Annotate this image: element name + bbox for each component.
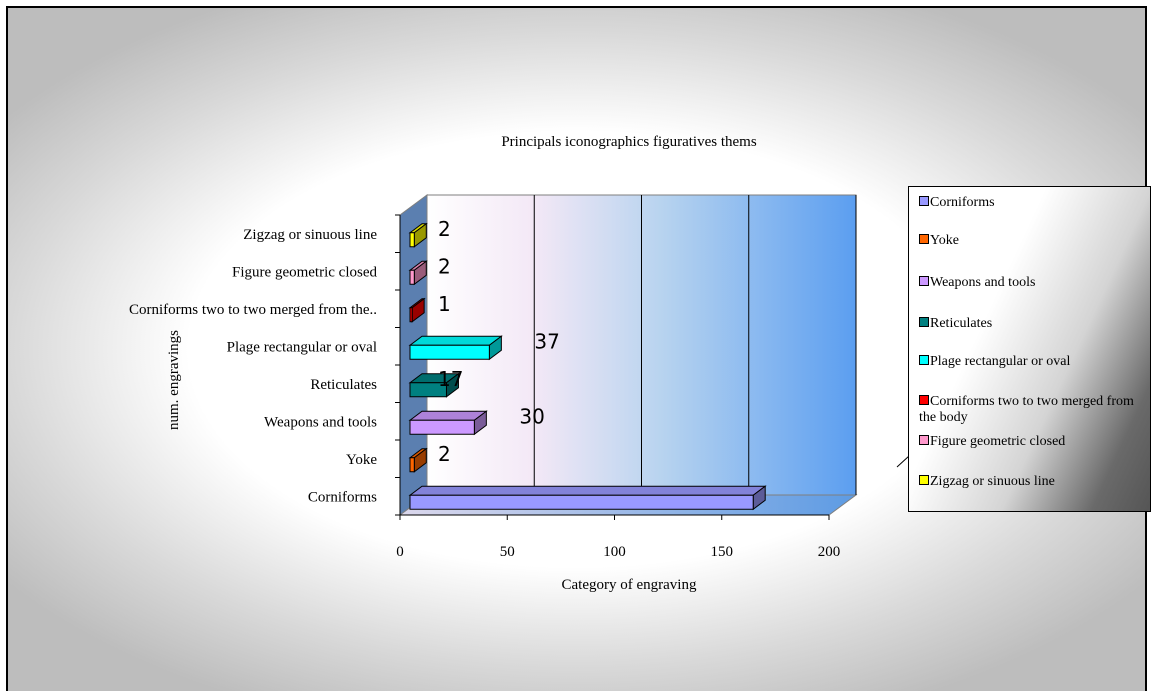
data-label: 2 (438, 442, 451, 466)
bar (409, 494, 754, 510)
legend-item: Reticulates (919, 316, 1147, 332)
legend-label: Zigzag or sinuous line (930, 474, 1055, 489)
legend-label: Plage rectangular or oval (930, 354, 1071, 369)
bar (409, 232, 415, 248)
bar (409, 419, 475, 435)
y-tick-label: Weapons and tools (264, 414, 377, 430)
x-tick-label: 150 (711, 544, 734, 560)
y-tick-label: Figure geometric closed (232, 264, 377, 280)
y-tick-label: Plage rectangular or oval (227, 339, 377, 355)
legend-swatch (919, 395, 929, 405)
bar (409, 269, 415, 285)
legend-swatch (919, 276, 929, 286)
legend-label: Yoke (930, 233, 959, 248)
data-label: 37 (534, 329, 559, 353)
legend: Corniforms Yoke Weapons and tools Reticulat… (908, 186, 1151, 512)
plot-area: 0 50 100 150 200 Corniforms Yoke 2 Weapons and t… (129, 194, 858, 560)
legend-label: Figure geometric closed (930, 434, 1066, 449)
x-axis-label: Category of engraving (562, 577, 697, 593)
x-tick-label: 200 (818, 544, 841, 560)
y-tick-label: Yoke (346, 452, 377, 468)
bar (409, 344, 490, 360)
legend-item: Plage rectangular or oval (919, 354, 1147, 370)
bar-top (408, 485, 767, 496)
legend-swatch (919, 355, 929, 365)
legend-label: Reticulates (930, 316, 993, 331)
legend-label: Weapons and tools (930, 275, 1036, 290)
bar (409, 382, 447, 398)
data-label: 2 (438, 254, 451, 278)
chart-title: Principals iconographics figuratives the… (501, 134, 757, 150)
legend-item: Zigzag or sinuous line (919, 474, 1147, 490)
leader-line (896, 455, 910, 468)
legend-item: Weapons and tools (919, 275, 1147, 291)
data-label: 30 (519, 404, 544, 428)
y-tick-label: Zigzag or sinuous line (243, 227, 377, 243)
x-tick-label: 0 (396, 544, 404, 560)
legend-label: Corniforms two to two merged from the bo… (919, 394, 1134, 425)
x-tick-label: 100 (603, 544, 626, 560)
legend-item: Yoke (919, 233, 1147, 249)
data-label: 17 (438, 367, 463, 391)
bar (409, 307, 413, 323)
legend-swatch (919, 234, 929, 244)
data-label: 1 (438, 292, 451, 316)
y-tick-label: Reticulates (310, 377, 377, 393)
x-tick-label: 50 (500, 544, 515, 560)
legend-item: Figure geometric closed (919, 434, 1147, 450)
legend-swatch (919, 475, 929, 485)
bar-top (408, 410, 488, 421)
legend-item: Corniforms (919, 195, 1147, 211)
y-tick-label: Corniforms (308, 489, 377, 505)
bar-top (408, 335, 503, 346)
legend-item: Corniforms two to two merged from the bo… (919, 394, 1147, 426)
legend-swatch (919, 435, 929, 445)
bar (409, 457, 415, 473)
data-label: 2 (438, 217, 451, 241)
legend-label: Corniforms (930, 195, 995, 210)
legend-swatch (919, 196, 929, 206)
y-tick-label: Corniforms two to two merged from the.. (129, 302, 377, 318)
y-axis-label: num. engravings (166, 330, 182, 430)
legend-swatch (919, 317, 929, 327)
